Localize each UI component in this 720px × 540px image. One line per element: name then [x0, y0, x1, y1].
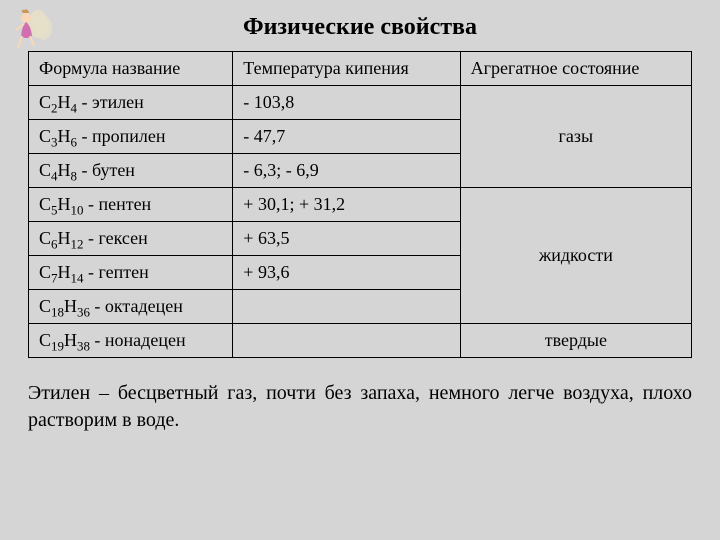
- col-formula: Формула название: [29, 52, 233, 86]
- formula-cell: C5H10 - пентен: [29, 188, 233, 222]
- col-state: Агрегатное состояние: [460, 52, 691, 86]
- state-gas: газы: [460, 86, 691, 188]
- temp-cell: - 6,3; - 6,9: [233, 154, 460, 188]
- formula-cell: C7H14 - гептен: [29, 256, 233, 290]
- formula-cell: C2H4 - этилен: [29, 86, 233, 120]
- formula-cell: C3H6 - пропилен: [29, 120, 233, 154]
- temp-cell: - 47,7: [233, 120, 460, 154]
- temp-cell: [233, 324, 460, 358]
- table-row: C5H10 - пентен + 30,1; + 31,2 жидкости: [29, 188, 692, 222]
- temp-cell: + 63,5: [233, 222, 460, 256]
- formula-cell: C19H38 - нонадецен: [29, 324, 233, 358]
- col-temp: Температура кипения: [233, 52, 460, 86]
- temp-cell: + 30,1; + 31,2: [233, 188, 460, 222]
- properties-table: Формула название Температура кипения Агр…: [28, 51, 692, 358]
- fairy-icon: [8, 6, 56, 54]
- state-solid: твердые: [460, 324, 691, 358]
- temp-cell: [233, 290, 460, 324]
- table-row: C2H4 - этилен - 103,8 газы: [29, 86, 692, 120]
- formula-cell: C4H8 - бутен: [29, 154, 233, 188]
- formula-cell: C18H36 - октадецен: [29, 290, 233, 324]
- formula-cell: C6H12 - гексен: [29, 222, 233, 256]
- table-header-row: Формула название Температура кипения Агр…: [29, 52, 692, 86]
- table-row: C19H38 - нонадецен твердые: [29, 324, 692, 358]
- page-title: Физические свойства: [0, 0, 720, 51]
- temp-cell: - 103,8: [233, 86, 460, 120]
- temp-cell: + 93,6: [233, 256, 460, 290]
- description-text: Этилен – бесцветный газ, почти без запах…: [28, 380, 692, 434]
- properties-table-wrap: Формула название Температура кипения Агр…: [28, 51, 692, 358]
- state-liquid: жидкости: [460, 188, 691, 324]
